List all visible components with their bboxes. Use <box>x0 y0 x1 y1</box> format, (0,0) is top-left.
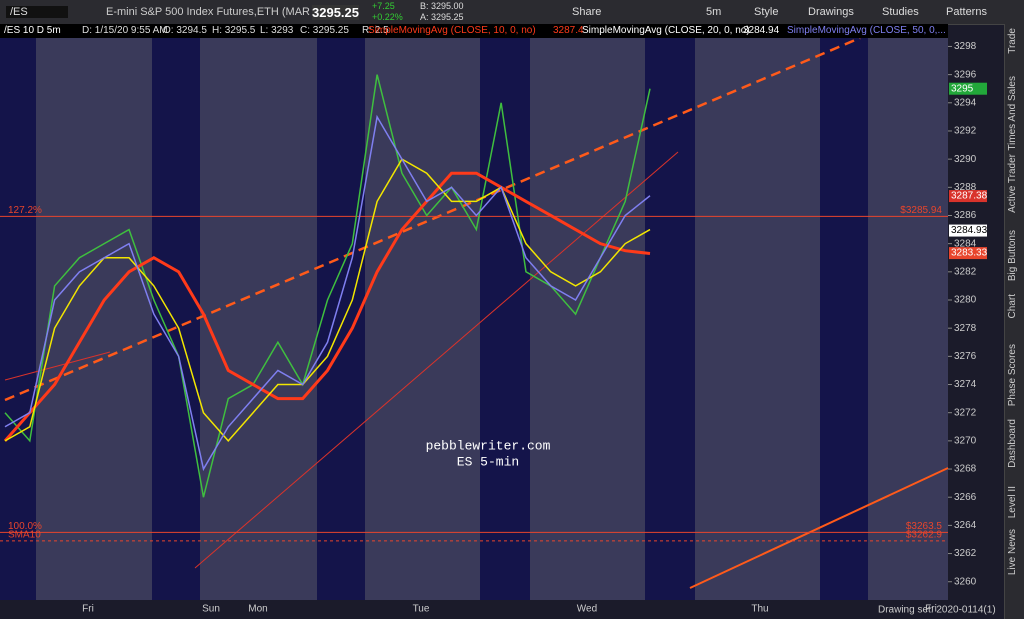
x-tick-label: Thu <box>751 604 768 615</box>
info-row: /ES 10 D 5m D: 1/15/20 9:55 AM O: 3294.5… <box>0 24 948 38</box>
y-tick-label: 3266 <box>954 492 977 503</box>
watermark: pebblewriter.com <box>426 438 551 453</box>
info: L: 3293 <box>260 25 294 36</box>
button[interactable]: Studies <box>882 6 919 18</box>
drawing-set: Drawing set: 2020-0114(1) <box>878 605 996 616</box>
sidebar-tab[interactable]: Times And Sales <box>1007 76 1018 151</box>
level-price: $3285.94 <box>900 205 942 216</box>
trend-line <box>4 38 861 402</box>
price-axis <box>948 38 1004 619</box>
sma10-name: SimpleMovingAvg (CLOSE, 10, 0, no) <box>368 25 536 36</box>
y-tick-label: 3286 <box>954 210 977 221</box>
y-tick-label: 3280 <box>954 295 977 306</box>
last-price: 3295.25 <box>312 5 359 20</box>
info: 3284.94 <box>743 25 780 36</box>
button[interactable]: Patterns <box>946 6 987 18</box>
bid: B: 3295.00 <box>420 1 464 11</box>
y-tick-label: 3274 <box>954 379 977 390</box>
series-line <box>4 158 651 443</box>
info: /ES 10 D 5m <box>4 25 61 36</box>
time-axis <box>0 600 948 619</box>
sidebar-tab[interactable]: Live News <box>1007 529 1018 576</box>
y-tick-label: 3282 <box>954 266 977 277</box>
x-tick-label: Fri <box>925 604 937 615</box>
y-tick-label: 3264 <box>954 520 977 531</box>
x-tick-label: Fri <box>82 604 94 615</box>
watermark: ES 5-min <box>457 454 519 469</box>
ask: A: 3295.25 <box>420 12 464 22</box>
price-badge-label: 3284.93 <box>951 225 988 236</box>
info: R: 2.5 <box>362 25 389 36</box>
sidebar: Trade Times And Sales Active Trader Big But… <box>1004 24 1024 619</box>
off-hours <box>0 38 868 600</box>
sma20-name: SimpleMovingAvg (CLOSE, 20, 0, no) <box>582 25 750 36</box>
y-tick-label: 3284 <box>954 238 977 249</box>
button[interactable]: 5m <box>706 6 722 18</box>
x-tick-label: Wed <box>577 604 597 615</box>
button[interactable]: Share <box>572 6 602 18</box>
info: C: 3295.25 <box>300 25 349 36</box>
sidebar-tab[interactable]: Big Buttons <box>1007 230 1018 282</box>
sidebar-tab[interactable]: Trade <box>1007 28 1018 54</box>
level-label: SMA10 <box>8 530 41 541</box>
x-tick-label: Tue <box>413 604 430 615</box>
y-tick-label: 3270 <box>954 436 977 447</box>
y-tick-label: 3272 <box>954 407 977 418</box>
session-bg <box>0 38 948 600</box>
toolbar: /ES E-mini S&P 500 Index Futures,ETH (MA… <box>0 0 1024 25</box>
price-badge <box>949 82 987 95</box>
trend-line <box>194 151 679 569</box>
info: H: 3295.5 <box>212 25 256 36</box>
price-badge <box>949 190 987 203</box>
sidebar-tab[interactable]: Chart <box>1007 294 1018 319</box>
series-line <box>3 171 651 442</box>
y-tick-label: 3298 <box>954 41 977 52</box>
y-tick-label: 3268 <box>954 464 977 475</box>
y-tick-label: 3278 <box>954 323 977 334</box>
button[interactable]: Style <box>754 6 779 18</box>
series-line <box>4 114 651 472</box>
series-line <box>4 74 651 498</box>
trend-line <box>4 351 111 381</box>
x-tick-label: Sun <box>202 604 220 615</box>
symbol-box[interactable]: /ES <box>6 6 68 18</box>
price-badge-label: 3283.33 <box>951 248 988 259</box>
price-badge-label: 3287.38 <box>951 191 988 202</box>
price-badge-label: 3295 <box>951 83 974 94</box>
y-tick-label: 3276 <box>954 351 977 362</box>
y-tick-label: 3262 <box>954 548 977 559</box>
info: 3287.4 <box>553 25 584 36</box>
x-tick-label: Mon <box>248 604 267 615</box>
y-tick-label: 3290 <box>954 154 977 165</box>
price-badge <box>949 224 987 237</box>
info: O: 3294.5 <box>163 25 207 36</box>
description: E-mini S&P 500 Index Futures,ETH (MAR 20… <box>106 6 329 18</box>
level-label: 100.0% <box>8 521 42 532</box>
sidebar-tab[interactable]: Dashboard <box>1007 419 1018 468</box>
chart: 3260 3262 3264 3266 3268 3270 3272 3274 3276 3278… <box>0 38 1004 619</box>
button[interactable]: Drawings <box>808 6 854 18</box>
change: +7.25 <box>372 1 395 11</box>
trend-line <box>689 467 949 589</box>
sidebar-tab[interactable]: Level II <box>1007 486 1018 519</box>
y-tick-label: 3260 <box>954 576 977 587</box>
y-tick-label: 3288 <box>954 182 977 193</box>
level-price: $3262.9 <box>906 530 943 541</box>
sidebar-tab[interactable]: Phase Scores <box>1007 344 1018 407</box>
level-price: $3263.5 <box>906 521 943 532</box>
change-pct: +0.22% <box>372 12 403 22</box>
info: D: 1/15/20 9:55 AM <box>82 25 168 36</box>
level-label: 127.2% <box>8 205 42 216</box>
price-badge <box>949 247 987 260</box>
y-tick-label: 3294 <box>954 97 977 108</box>
y-tick-label: 3292 <box>954 126 977 137</box>
sidebar-tab[interactable]: Active Trader <box>1007 154 1018 213</box>
y-tick-label: 3296 <box>954 69 977 80</box>
sma50-name: SimpleMovingAvg (CLOSE, 50, 0,... <box>787 25 946 36</box>
